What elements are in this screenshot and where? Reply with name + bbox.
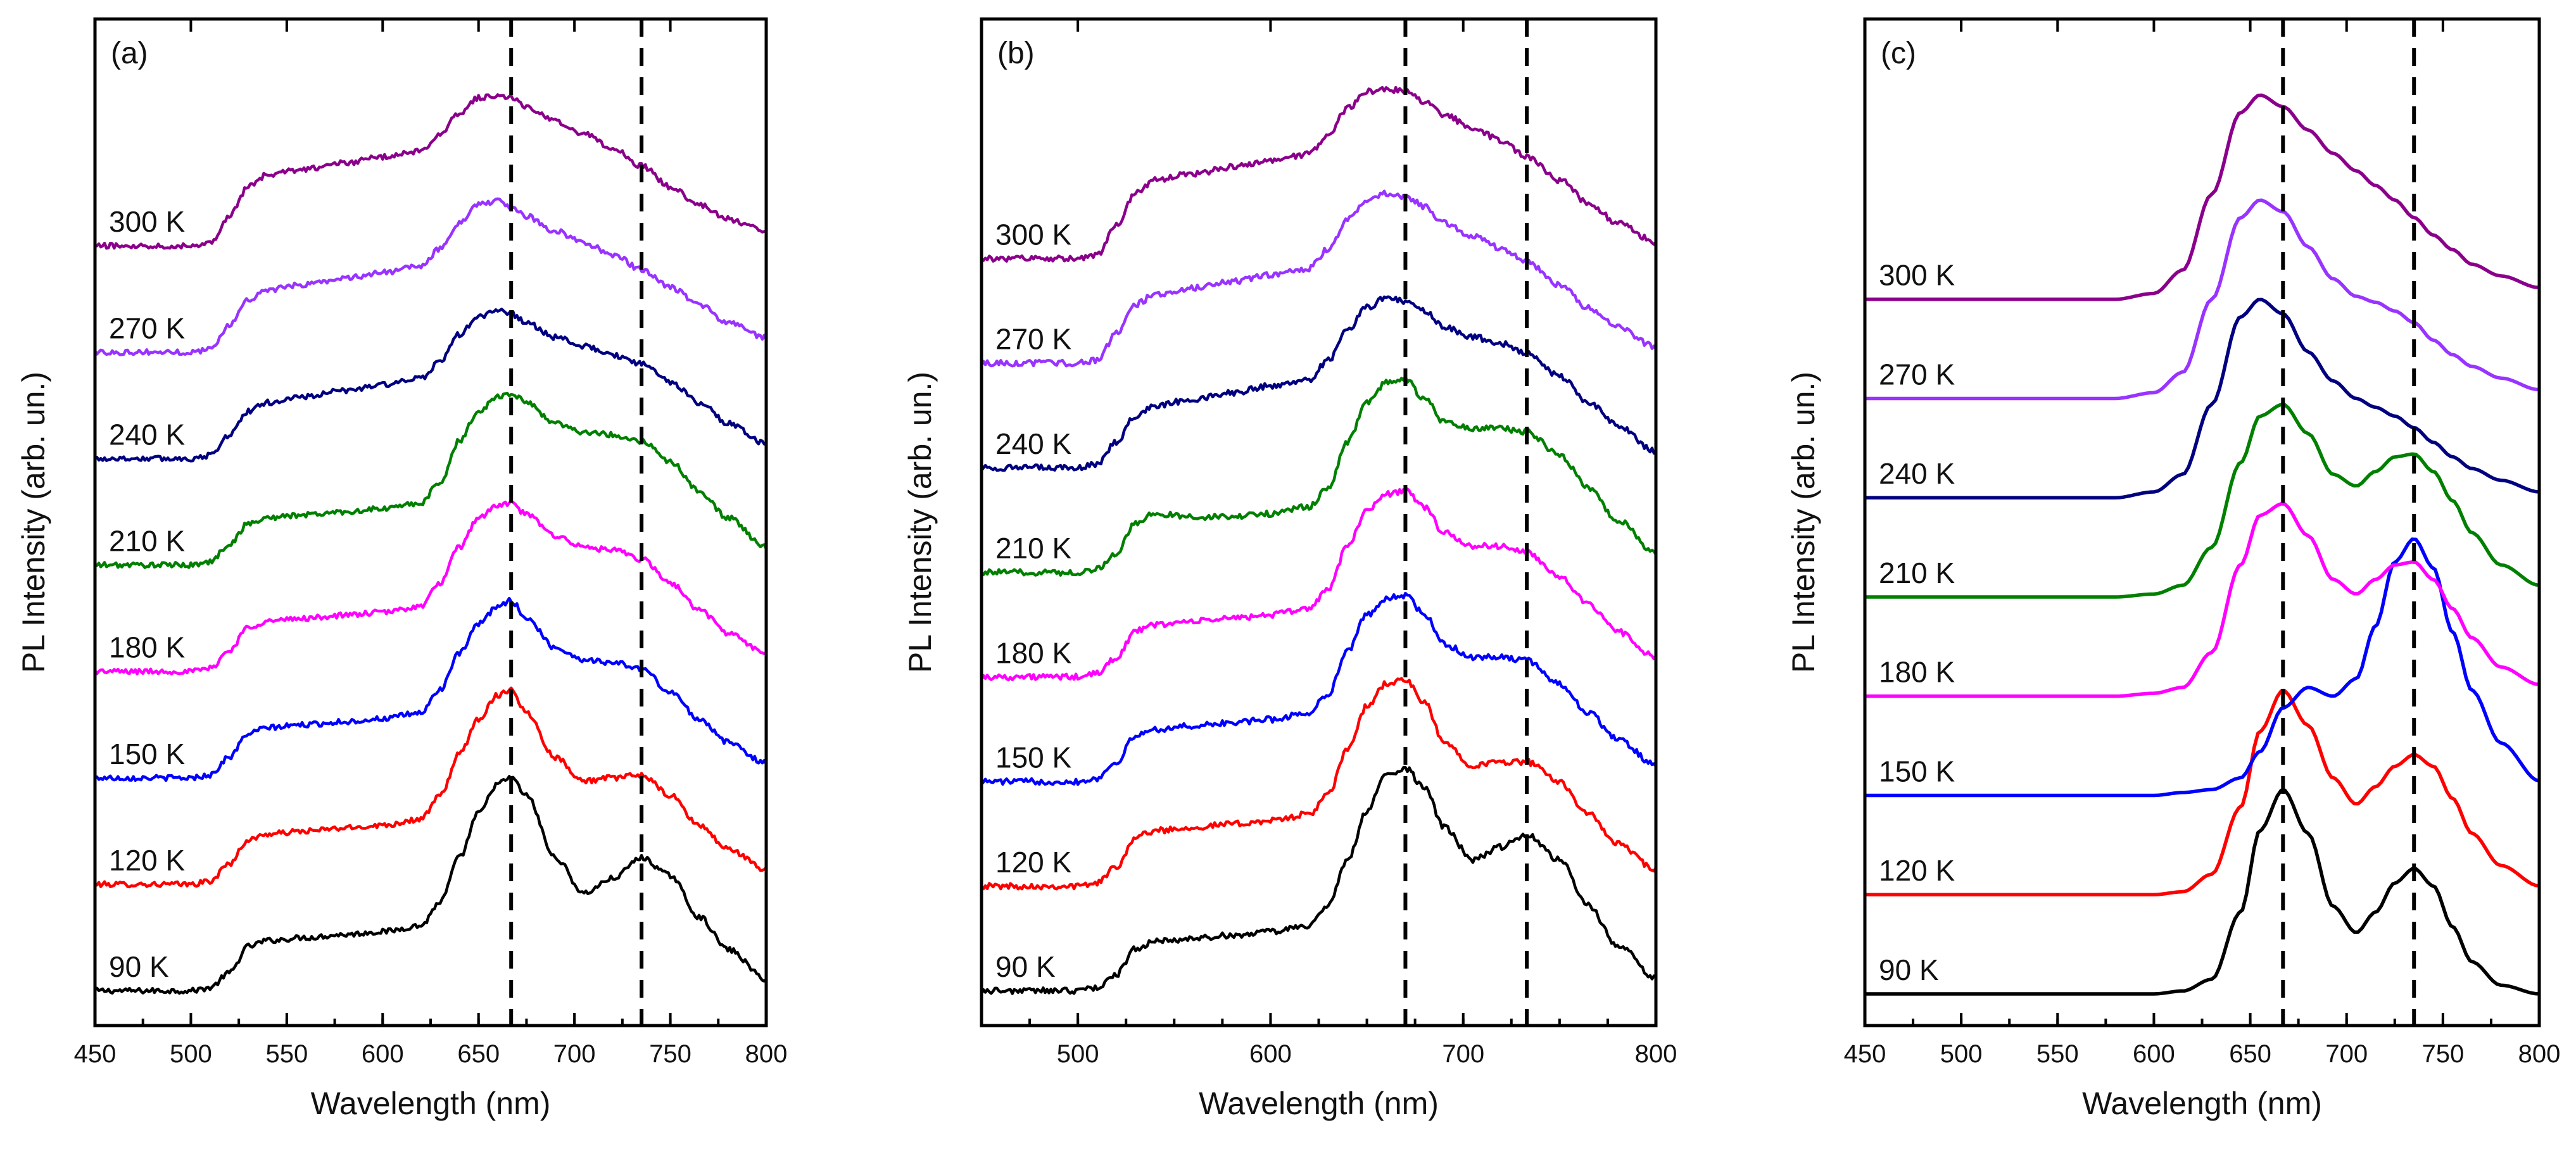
x-tick-label: 700 xyxy=(2325,1040,2368,1068)
x-tick-label: 500 xyxy=(1057,1040,1099,1068)
plot-frame xyxy=(980,17,1658,1027)
panel-label: (a) xyxy=(111,37,148,70)
x-tick-label: 600 xyxy=(362,1040,404,1068)
series-line-90k xyxy=(1865,788,2540,996)
series-label: 300 K xyxy=(109,205,186,238)
series-line-150k xyxy=(94,596,768,782)
series-label: 240 K xyxy=(109,418,186,451)
series-label: 150 K xyxy=(1879,755,1955,788)
x-tick-label: 550 xyxy=(2036,1040,2079,1068)
x-tick-label: 550 xyxy=(265,1040,308,1068)
x-tick-label: 500 xyxy=(1940,1040,1983,1068)
plot-frame xyxy=(93,17,768,1027)
series-label: 180 K xyxy=(1879,656,1955,689)
series-line-120k xyxy=(94,686,767,889)
x-tick-label: 800 xyxy=(745,1040,788,1068)
x-tick-label: 600 xyxy=(1249,1040,1292,1068)
series-line-90k xyxy=(94,775,767,995)
x-tick-label: 650 xyxy=(2229,1040,2271,1068)
series-line-300k xyxy=(94,93,767,250)
series-label: 210 K xyxy=(109,525,186,558)
series-line-120k xyxy=(981,677,1657,891)
x-tick-label: 650 xyxy=(457,1040,500,1068)
series-line-270k xyxy=(94,197,768,356)
x-tick-label: 750 xyxy=(649,1040,691,1068)
panel-b: 90 K 120 K 150 K 180 K 210 K 240 K 270 K 300 K 5… xyxy=(902,17,1677,1121)
series-label: 270 K xyxy=(109,311,186,344)
x-axis-title: Wavelength (nm) xyxy=(2082,1086,2322,1121)
series-label: 90 K xyxy=(1879,953,1939,986)
series-line-210k xyxy=(981,375,1657,577)
series-line-120k xyxy=(1865,689,2540,896)
series-line-180k xyxy=(980,487,1657,682)
x-tick-label: 700 xyxy=(1442,1040,1484,1068)
x-axis-title: Wavelength (nm) xyxy=(1199,1086,1439,1121)
series-label: 240 K xyxy=(1879,457,1955,490)
panel-a: 90 K 120 K 150 K 180 K 210 K 240 K 270 K 300 K 4… xyxy=(16,17,788,1121)
series-line-210k xyxy=(1865,403,2540,599)
series-label: 180 K xyxy=(995,636,1072,669)
series-label: 150 K xyxy=(995,741,1072,774)
y-axis-title: PL Intensity (arb. un.) xyxy=(16,372,51,673)
x-axis-title: Wavelength (nm) xyxy=(311,1086,551,1121)
series-label: 120 K xyxy=(1879,854,1955,887)
x-tick-label: 700 xyxy=(553,1040,596,1068)
plot-frame xyxy=(1863,17,2541,1027)
series-label: 90 K xyxy=(109,950,169,983)
panel-label: (c) xyxy=(1881,37,1916,70)
series-line-270k xyxy=(1865,198,2540,401)
x-tick-label: 500 xyxy=(170,1040,212,1068)
y-axis-title: PL Intensity (arb. un.) xyxy=(902,372,938,673)
series-label: 180 K xyxy=(109,631,186,664)
series-label: 120 K xyxy=(109,844,186,877)
series-line-180k xyxy=(1865,502,2540,698)
series-label: 210 K xyxy=(1879,556,1955,589)
x-tick-label: 450 xyxy=(74,1040,117,1068)
series-line-240k xyxy=(1865,298,2540,499)
series-line-150k xyxy=(980,591,1657,786)
y-axis-title: PL Intensity (arb. un.) xyxy=(1786,372,1821,673)
x-tick-label: 450 xyxy=(1844,1040,1886,1068)
panel-c: 90 K 120 K 150 K 180 K 210 K 240 K 270 K 300 K 4… xyxy=(1786,17,2561,1121)
x-tick-label: 750 xyxy=(2421,1040,2464,1068)
panel-label: (b) xyxy=(997,37,1035,70)
series-line-300k xyxy=(981,85,1657,263)
series-line-210k xyxy=(94,391,768,569)
series-line-300k xyxy=(1865,93,2540,301)
series-label: 270 K xyxy=(995,323,1072,356)
series-label: 240 K xyxy=(995,427,1072,460)
series-label: 120 K xyxy=(995,846,1072,879)
series-label: 150 K xyxy=(109,738,186,770)
series-line-240k xyxy=(980,295,1657,472)
series-line-150k xyxy=(1865,537,2540,798)
series-label: 90 K xyxy=(995,950,1056,983)
series-label: 210 K xyxy=(995,532,1072,565)
x-tick-label: 800 xyxy=(2518,1040,2561,1068)
series-label: 300 K xyxy=(995,218,1072,251)
series-line-90k xyxy=(980,765,1657,995)
x-tick-label: 800 xyxy=(1635,1040,1677,1068)
series-label: 300 K xyxy=(1879,259,1955,292)
series-label: 270 K xyxy=(1879,358,1955,391)
series-line-270k xyxy=(980,189,1657,368)
series-line-240k xyxy=(94,307,767,463)
series-line-180k xyxy=(94,499,767,675)
x-tick-label: 600 xyxy=(2133,1040,2175,1068)
